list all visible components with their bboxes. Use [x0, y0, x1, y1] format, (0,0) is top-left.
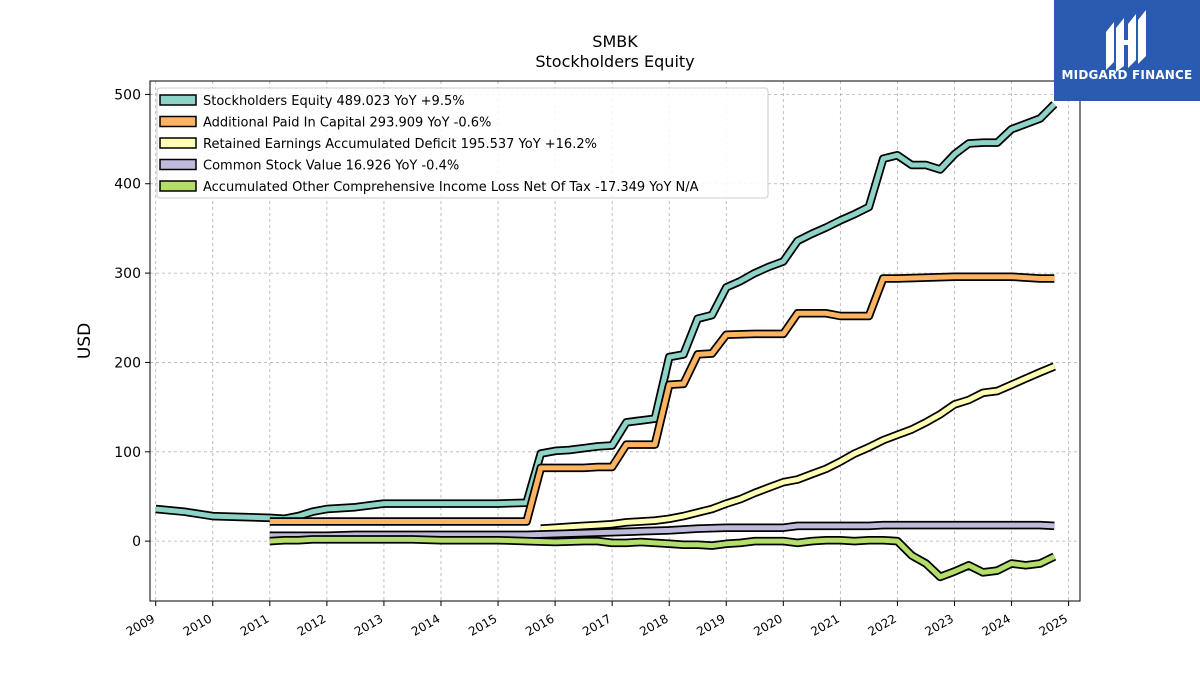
series-layer	[155, 101, 1058, 582]
legend-box	[156, 87, 769, 199]
x-axis-ticks: 2009 2010 2011 2012 2013 2014 2015 2016 2017 2018…	[124, 601, 1070, 639]
brand-logo: MIDGARD FINANCE	[1054, 0, 1200, 101]
logo-icon	[1106, 10, 1146, 72]
x-tick-label: 2021	[808, 611, 841, 638]
logo-text: MIDGARD FINANCE	[1061, 68, 1193, 82]
x-tick-label: 2014	[409, 611, 442, 638]
x-tick-label: 2020	[751, 611, 784, 638]
x-tick-label: 2012	[295, 611, 328, 638]
y-tick-label: 200	[114, 355, 141, 371]
y-tick-label: 100	[114, 445, 141, 461]
series-line	[155, 102, 1057, 522]
legend-swatch	[159, 158, 197, 171]
legend-label: Common Stock Value 16.926 YoY -0.4%	[203, 159, 459, 174]
x-tick-label: 2011	[238, 611, 271, 638]
y-axis-label: USD	[75, 323, 95, 359]
legend: Stockholders Equity 489.023 YoY +9.5% Add…	[156, 87, 769, 199]
x-tick-label: 2024	[980, 611, 1013, 638]
series-line	[540, 364, 1056, 532]
x-tick-label: 2015	[466, 611, 499, 638]
x-tick-label: 2023	[923, 611, 956, 638]
axes-frame	[149, 80, 1081, 602]
y-tick-label: 300	[114, 266, 141, 282]
chart-title: SMBK	[592, 32, 638, 51]
series-line-outline	[269, 272, 1055, 526]
x-tick-label: 2010	[181, 611, 214, 638]
x-tick-label: 2017	[580, 611, 613, 638]
x-tick-label: 2019	[694, 611, 727, 638]
x-tick-label: 2016	[523, 611, 556, 638]
legend-swatch	[159, 137, 197, 149]
x-tick-label: 2018	[637, 611, 670, 638]
legend-swatch	[159, 115, 197, 128]
legend-label: Accumulated Other Comprehensive Income L…	[203, 180, 699, 195]
y-tick-label: 400	[114, 177, 141, 193]
y-axis-ticks: 0 100 200 300 400 500	[114, 87, 150, 550]
series-line	[269, 522, 1055, 539]
x-tick-label: 2025	[1037, 611, 1070, 638]
chart-subtitle: Stockholders Equity	[535, 52, 695, 71]
legend-swatch	[159, 94, 197, 106]
series-line	[269, 536, 1056, 580]
series-line	[269, 274, 1055, 524]
y-tick-label: 0	[132, 534, 141, 550]
y-tick-label: 500	[114, 87, 141, 103]
x-tick-label: 2013	[352, 611, 385, 638]
legend-label: Stockholders Equity 489.023 YoY +9.5%	[203, 94, 465, 109]
x-tick-label: 2009	[124, 611, 157, 638]
legend-swatch	[159, 180, 197, 192]
legend-label: Additional Paid In Capital 293.909 YoY -…	[203, 116, 491, 131]
series-line-outline	[540, 362, 1056, 533]
x-tick-label: 2022	[865, 611, 898, 638]
legend-label: Retained Earnings Accumulated Deficit 19…	[203, 137, 597, 152]
